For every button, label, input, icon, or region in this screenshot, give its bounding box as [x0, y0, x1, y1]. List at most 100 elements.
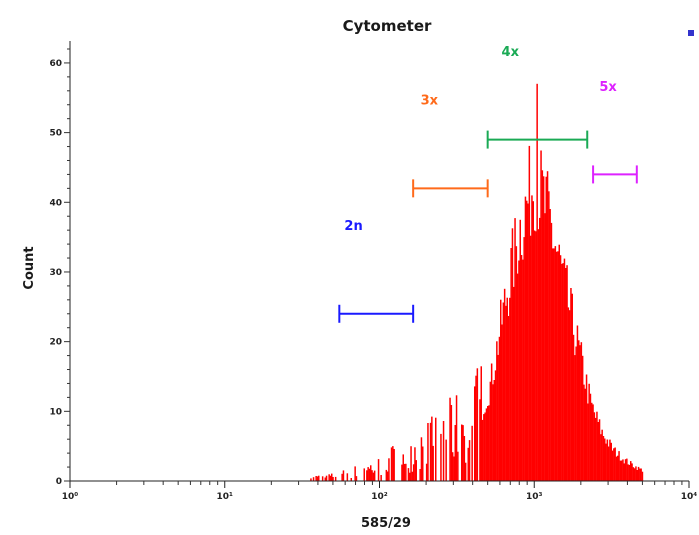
histogram-bar [557, 251, 559, 481]
histogram-bar [529, 235, 532, 481]
histogram-bar [498, 336, 501, 481]
histogram-bar [526, 200, 528, 481]
histogram-bar [484, 412, 486, 481]
histogram-bar [585, 374, 588, 481]
histogram-bar [318, 475, 320, 481]
histogram-bar [515, 246, 518, 481]
gate-label: 5x [599, 80, 617, 95]
histogram-bar [615, 456, 618, 481]
histogram-bar [507, 316, 510, 481]
histogram-bar [516, 273, 519, 481]
histogram-bar [574, 355, 576, 481]
gate-label: 3x [421, 94, 439, 109]
histogram-bar [537, 229, 540, 481]
histogram-bar [373, 470, 376, 481]
histogram-bar [571, 293, 573, 481]
y-tick-label: 50 [49, 129, 62, 139]
y-tick-label: 10 [49, 407, 62, 417]
chart-title: Cytometer [343, 17, 432, 35]
histogram-bar [598, 419, 601, 481]
histogram-bar [531, 195, 533, 481]
y-tick-label: 20 [49, 338, 62, 348]
x-tick-label: 10² [371, 492, 388, 502]
histogram-bar [580, 342, 583, 481]
histogram-bar [474, 386, 476, 481]
histogram-bar [483, 414, 485, 481]
histogram-bar [620, 460, 623, 481]
histogram-bar [315, 476, 317, 481]
histogram-bar [411, 471, 414, 481]
histogram-bar [492, 384, 494, 481]
histogram-bar [622, 459, 624, 481]
histogram-bar [503, 288, 506, 481]
histogram-bar [476, 368, 479, 481]
histogram-bar [514, 218, 516, 481]
histogram-bar [341, 473, 343, 481]
histogram-bar [544, 213, 546, 481]
histogram-bar [334, 476, 337, 481]
histogram-bar [402, 454, 404, 481]
histogram-bar [532, 201, 534, 481]
histogram-bar [563, 258, 566, 481]
histogram-bar [575, 346, 577, 481]
histogram-bar [591, 402, 593, 481]
histogram-bar [431, 416, 433, 481]
histogram-bar [594, 417, 597, 481]
histogram-bar [528, 145, 531, 481]
histogram-bar [633, 468, 636, 481]
histogram-bar [549, 209, 551, 481]
histogram-bar [440, 433, 442, 481]
histogram-bar [405, 463, 407, 481]
histogram-bar [328, 474, 330, 481]
histogram-bar [354, 466, 356, 481]
histogram-bar [631, 463, 633, 481]
histogram-bar [626, 458, 628, 481]
histogram-bar [457, 451, 459, 481]
histogram-bar [523, 237, 525, 481]
histogram-bar [584, 388, 586, 481]
histogram-bar [464, 462, 467, 481]
histogram-bar [565, 268, 567, 481]
histogram-bar [506, 297, 508, 481]
histogram-bar [385, 469, 388, 481]
histogram-bar [630, 461, 632, 481]
histogram-bar [435, 417, 437, 481]
histogram-bar [597, 422, 599, 481]
histogram-bar [568, 310, 571, 481]
histogram-bar [468, 440, 471, 481]
histogram-bar [605, 443, 607, 481]
histogram-bar [553, 248, 555, 481]
histogram-bar [561, 263, 563, 481]
histogram-bar [324, 477, 326, 481]
histogram-bar [475, 375, 477, 481]
histogram-bar [386, 471, 389, 481]
histogram-bar [409, 472, 411, 481]
histogram-bar [331, 473, 333, 481]
histogram-bar [578, 340, 580, 481]
histogram-bar [453, 456, 455, 481]
histogram-bar [513, 286, 515, 481]
histogram-bar [390, 447, 393, 481]
histogram-bar [618, 451, 620, 481]
y-tick-label: 60 [49, 59, 62, 69]
histogram-bar [497, 354, 499, 481]
histogram-bar [606, 439, 609, 481]
histogram-bar [445, 439, 447, 481]
histogram-bar [617, 455, 619, 481]
histogram-bar [604, 438, 606, 481]
histogram-bar [377, 459, 380, 481]
histogram-bar [467, 447, 469, 481]
histogram-bar [550, 222, 553, 481]
histogram-bar [587, 403, 589, 481]
histogram-bar [471, 425, 473, 481]
histogram-bar [455, 395, 458, 481]
x-tick-label: 10⁴ [681, 492, 698, 502]
histogram-bar [640, 468, 642, 481]
histogram-bar [588, 383, 590, 481]
histogram-bar [461, 424, 463, 481]
histogram-bar [572, 334, 575, 481]
histogram-bar [415, 460, 417, 481]
histogram-bar [501, 324, 503, 481]
histogram-bar [505, 305, 507, 481]
histogram-bar [481, 419, 484, 481]
